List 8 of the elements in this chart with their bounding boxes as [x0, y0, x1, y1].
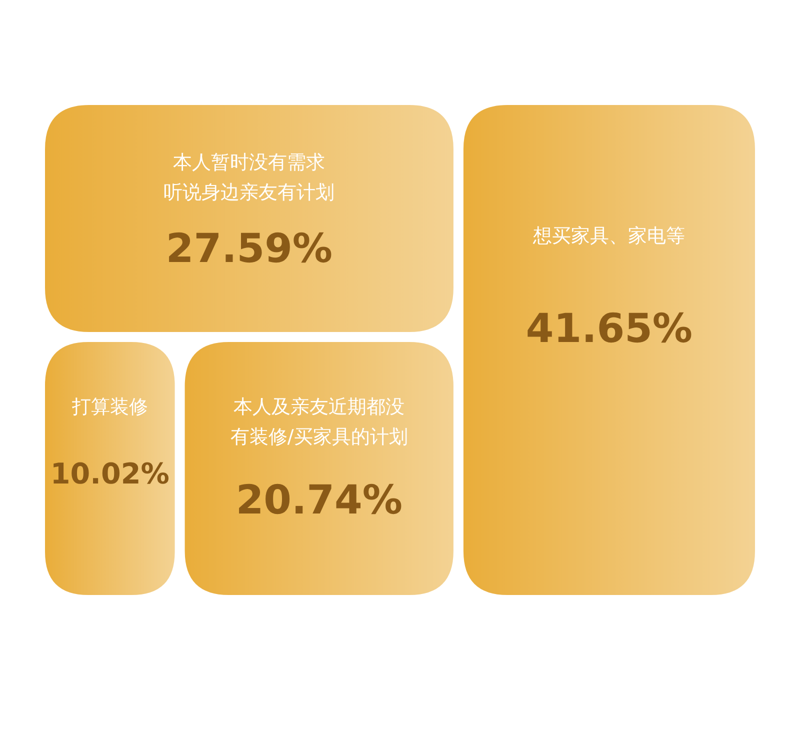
category-label: 本人及亲友近期都没有装修/买家具的计划 [230, 396, 408, 448]
category-label: 打算装修 [70, 396, 148, 418]
data-label: 20.74% [236, 478, 402, 524]
category-label: 本人暂时没有需求听说身边亲友有计划 [164, 152, 335, 204]
category-label: 想买家具、家电等 [532, 225, 686, 248]
data-label: 27.59% [166, 226, 333, 272]
data-label: 10.02% [50, 456, 170, 491]
data-label: 41.65% [526, 306, 693, 352]
